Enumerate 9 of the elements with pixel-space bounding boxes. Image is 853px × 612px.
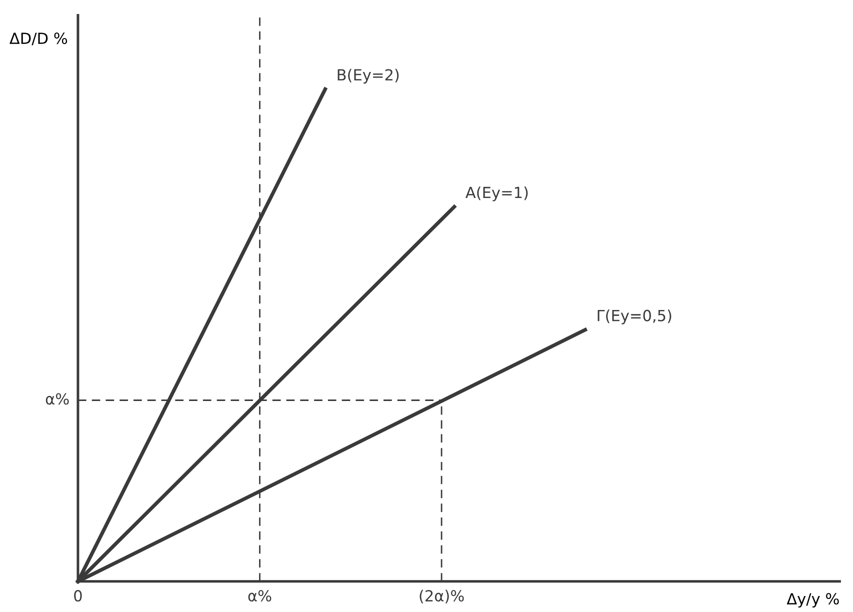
x-tick-label: α% xyxy=(248,590,272,602)
x-tick-label: (2α)% xyxy=(420,590,464,604)
series-label: B(Ey=2) xyxy=(338,68,399,84)
x-tick-label: 0 xyxy=(74,590,82,602)
x-axis-title: Δy/y % xyxy=(786,592,839,608)
series-label: A(Ey=1) xyxy=(466,186,528,202)
annotation: α% xyxy=(46,393,69,405)
series-label: Γ(Ey=0,5) xyxy=(598,310,672,324)
y-axis-title: ΔD/D % xyxy=(10,32,68,46)
